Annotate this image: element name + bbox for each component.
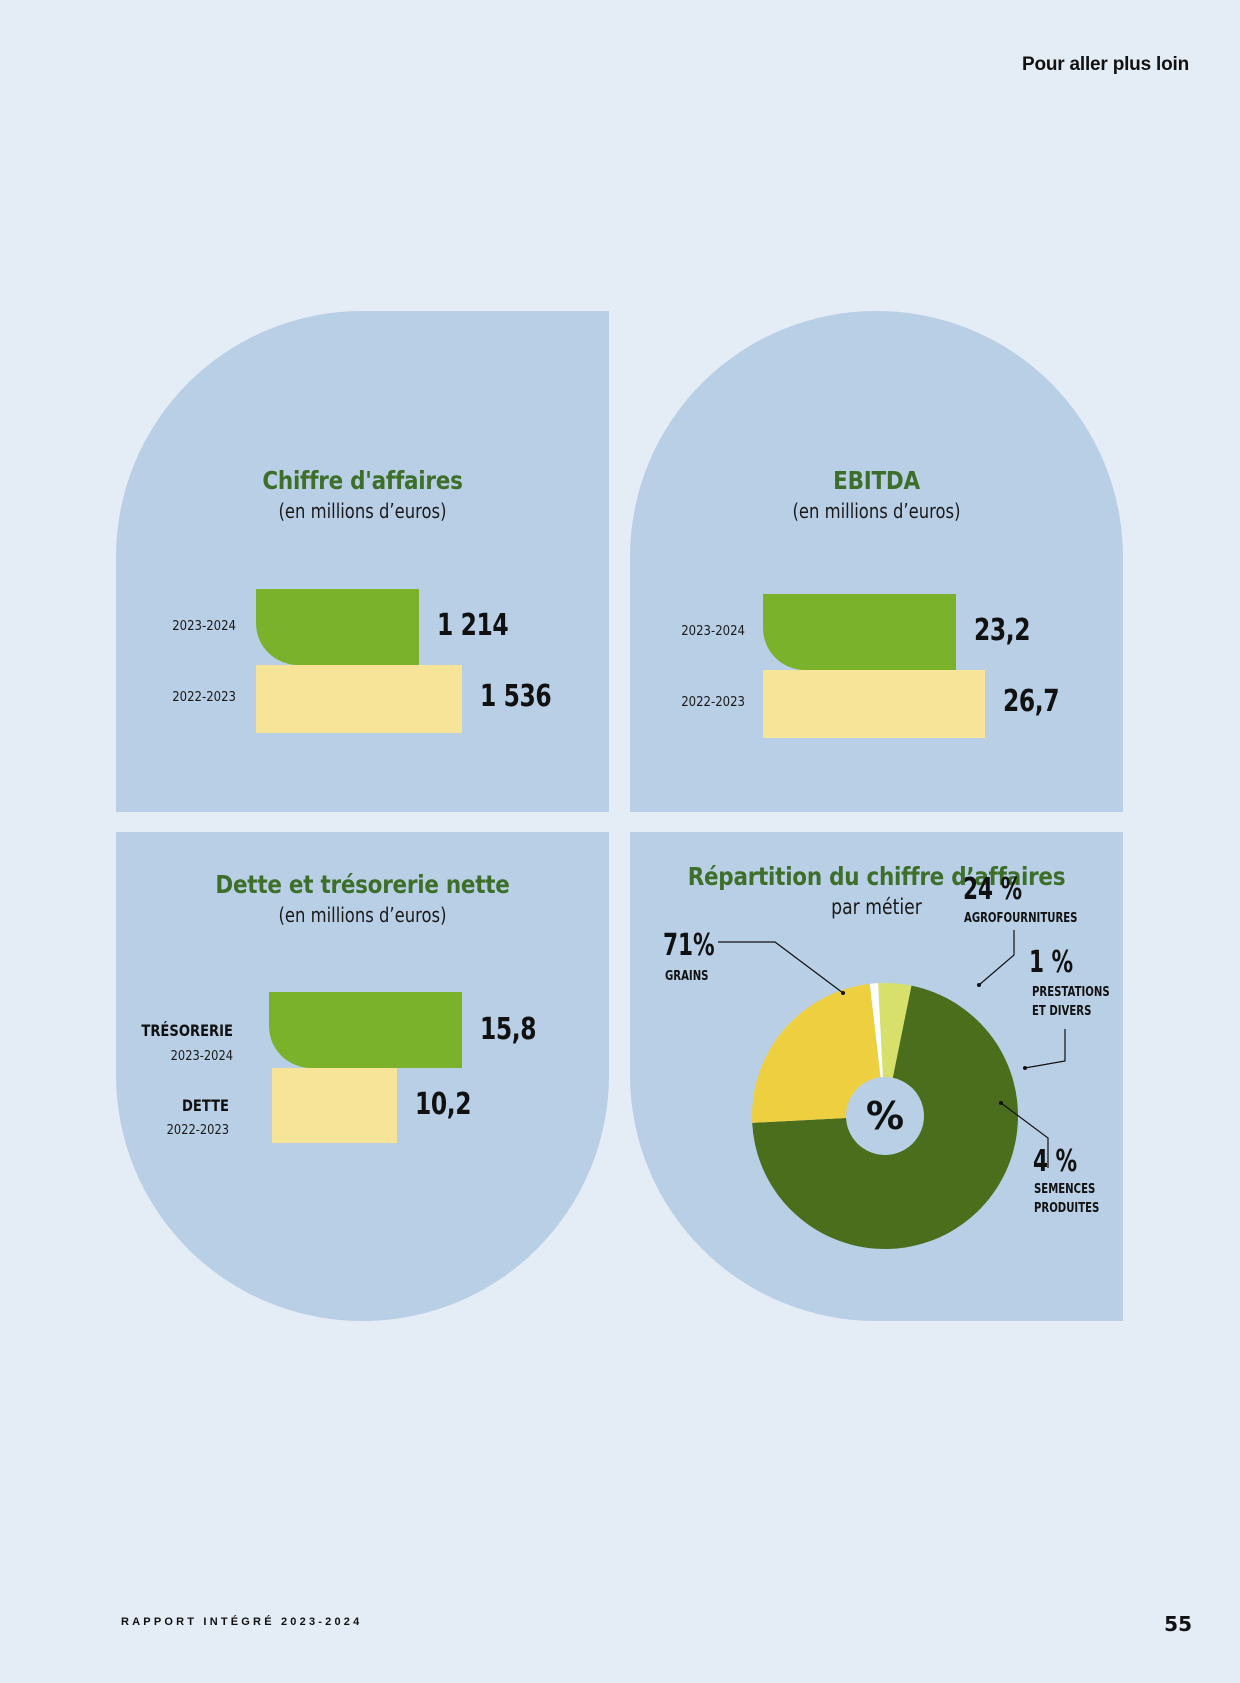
category-label: 2023-2024 bbox=[172, 619, 236, 634]
bar-2022-2023 bbox=[256, 665, 462, 733]
slice-percent-label: 4 % bbox=[1033, 1145, 1077, 1179]
leader-line bbox=[978, 930, 1015, 986]
slice-name-label: PRESTATIONS bbox=[1032, 984, 1110, 1000]
slice-percent-label: 71% bbox=[663, 929, 715, 963]
chart-subtitle: (en millions d’euros) bbox=[792, 499, 961, 523]
chart-title: Dette et trésorerie nette bbox=[215, 870, 510, 899]
debt-cash-chart-panel: Dette et trésorerie nette (en millions d… bbox=[116, 832, 609, 1321]
leader-dot bbox=[977, 983, 981, 987]
leader-dot bbox=[1023, 1066, 1027, 1070]
pie-center-hole bbox=[846, 1077, 924, 1155]
pie-chart: % 71% GRAINS 24 % AGROFOURNITURES 1 % PRESTATI… bbox=[663, 873, 1110, 1249]
chart-subtitle: par métier bbox=[831, 895, 922, 919]
category-label: 2022-2023 bbox=[172, 690, 236, 705]
footer-title: RAPPORT INTÉGRÉ 2023-2024 bbox=[121, 1616, 363, 1628]
category-label: DETTE bbox=[181, 1096, 229, 1115]
leader-line bbox=[1000, 1102, 1049, 1168]
leader-dot bbox=[999, 1101, 1003, 1105]
bar-dette bbox=[272, 1068, 397, 1143]
category-year: 2022-2023 bbox=[166, 1123, 229, 1138]
data-label: 23,2 bbox=[974, 613, 1031, 648]
page-number: 55 bbox=[1164, 1612, 1192, 1636]
bar-2022-2023 bbox=[763, 670, 985, 738]
pie-center-label: % bbox=[866, 1094, 904, 1138]
slice-percent-label: 1 % bbox=[1029, 946, 1073, 980]
leader-line bbox=[718, 941, 844, 994]
data-label: 26,7 bbox=[1003, 684, 1060, 719]
slice-name-label: PRODUITES bbox=[1034, 1200, 1099, 1216]
slice-name-label: AGROFOURNITURES bbox=[964, 910, 1077, 926]
slice-name-label: ET DIVERS bbox=[1032, 1003, 1091, 1019]
data-label: 10,2 bbox=[415, 1087, 472, 1122]
leader-dot bbox=[841, 991, 845, 995]
chart-title: Chiffre d'affaires bbox=[262, 466, 463, 495]
bar-2023-2024 bbox=[763, 594, 956, 670]
bar-tresorerie bbox=[269, 992, 462, 1068]
ebitda-chart-panel: EBITDA (en millions d’euros) 2023-2024 2… bbox=[630, 311, 1123, 812]
category-label: 2022-2023 bbox=[681, 695, 745, 710]
header-link[interactable]: Pour aller plus loin bbox=[1021, 54, 1189, 75]
bar-2023-2024 bbox=[256, 589, 419, 665]
revenue-chart-panel: Chiffre d'affaires (en millions d’euros)… bbox=[116, 311, 609, 812]
chart-subtitle: (en millions d’euros) bbox=[278, 903, 447, 927]
category-label: TRÉSORERIE bbox=[141, 1021, 233, 1040]
category-year: 2023-2024 bbox=[170, 1049, 233, 1064]
chart-title: EBITDA bbox=[833, 466, 920, 495]
slice-name-label: SEMENCES bbox=[1034, 1181, 1095, 1197]
data-label: 15,8 bbox=[480, 1012, 537, 1047]
data-label: 1 214 bbox=[437, 608, 509, 643]
revenue-split-chart-panel: Répartition du chiffre d’affaires par mé… bbox=[630, 832, 1123, 1321]
slice-percent-label: 24 % bbox=[963, 873, 1022, 907]
slice-name-label: GRAINS bbox=[665, 968, 708, 984]
category-label: 2023-2024 bbox=[681, 624, 745, 639]
chart-title: Répartition du chiffre d’affaires bbox=[687, 862, 1066, 891]
chart-subtitle: (en millions d’euros) bbox=[278, 499, 447, 523]
pie-slice-agrofournitures bbox=[752, 983, 885, 1123]
data-label: 1 536 bbox=[480, 679, 552, 714]
leader-line bbox=[1024, 1029, 1066, 1069]
